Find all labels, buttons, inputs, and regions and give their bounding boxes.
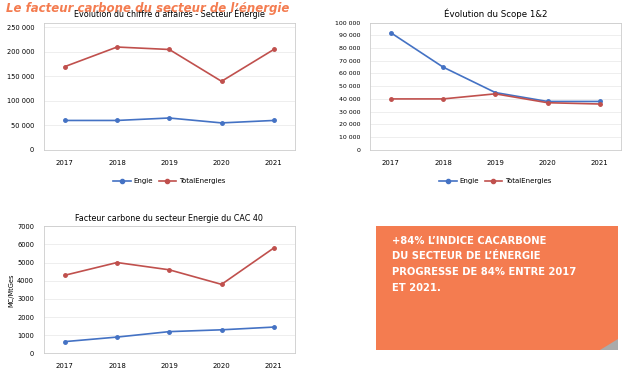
Text: Le facteur carbone du secteur de l’énergie: Le facteur carbone du secteur de l’énerg… [6, 2, 290, 15]
Legend: Engie, TotalEnergies: Engie, TotalEnergies [436, 176, 554, 187]
Text: DU SECTEUR DE L’ÉNERGIE: DU SECTEUR DE L’ÉNERGIE [392, 252, 540, 261]
Text: +84% L’INDICE CACARBONE: +84% L’INDICE CACARBONE [392, 236, 546, 246]
Text: PROGRESSE DE 84% ENTRE 2017: PROGRESSE DE 84% ENTRE 2017 [392, 267, 576, 277]
Legend: Engie, TotalEnergies: Engie, TotalEnergies [110, 176, 228, 187]
Text: ET 2021.: ET 2021. [392, 283, 441, 293]
Y-axis label: MC/MtGes: MC/MtGes [8, 273, 14, 306]
Title: Evolution du chiffre d’affaires - Secteur Énergie: Evolution du chiffre d’affaires - Secteu… [74, 9, 265, 19]
Title: Facteur carbone du secteur Energie du CAC 40: Facteur carbone du secteur Energie du CA… [75, 214, 263, 223]
Title: Évolution du Scope 1&2: Évolution du Scope 1&2 [443, 9, 547, 19]
